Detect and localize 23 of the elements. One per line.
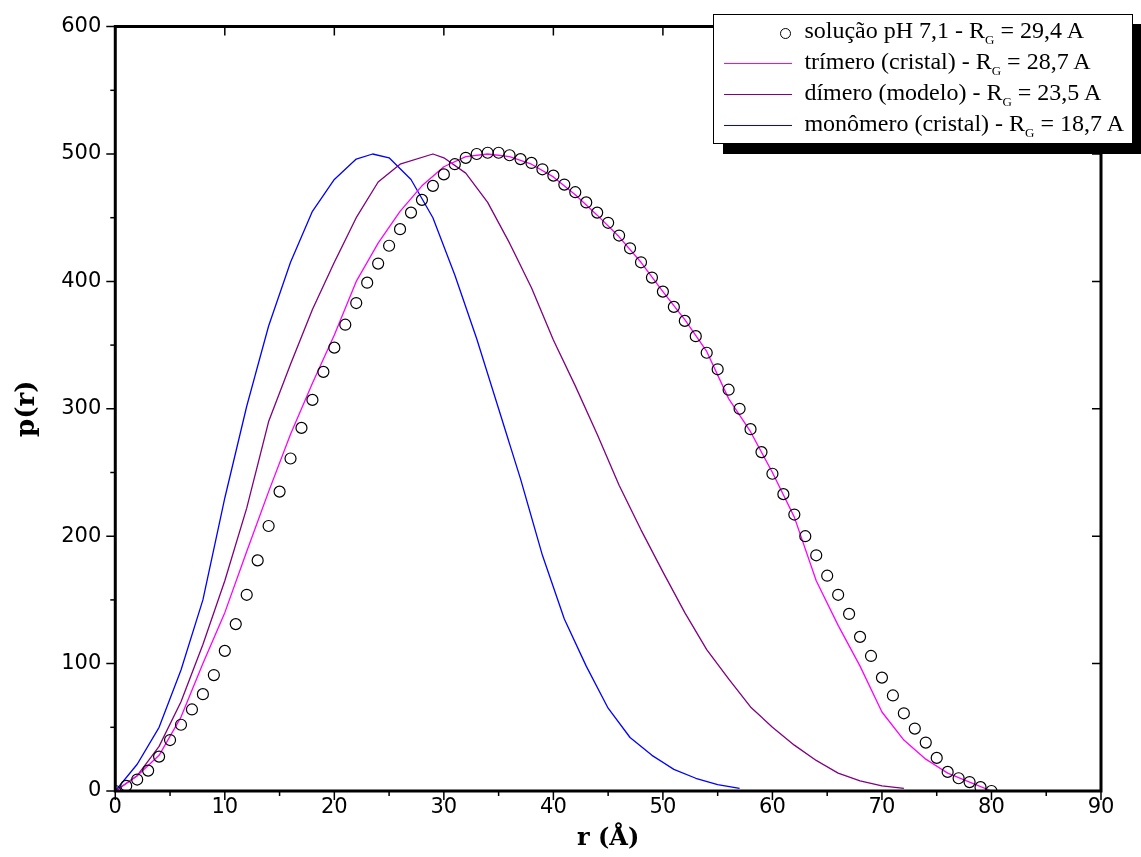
x-tick-label: 20 (320, 794, 348, 819)
legend-label: dímero (modelo) - R$_{G}$ = 23,5 A (804, 79, 1102, 110)
x-tick-label: 70 (868, 794, 896, 819)
x-tick-label: 50 (649, 794, 677, 819)
y-tick-label: 300 (61, 395, 102, 420)
x-axis-title: r (Å) (576, 821, 640, 851)
x-tick-label: 10 (211, 794, 239, 819)
y-axis-title: p(r) (10, 380, 41, 438)
y-tick-label: 0 (87, 777, 102, 802)
x-tick-label: 80 (978, 794, 1005, 819)
y-tick-label: 100 (61, 650, 102, 675)
y-tick-label: 600 (61, 13, 102, 38)
y-tick-label: 200 (61, 522, 102, 547)
x-tick-label: 40 (540, 794, 567, 819)
y-tick-label: 400 (61, 267, 102, 292)
legend-label: trímero (cristal) - R$_{G}$ = 28,7 A (804, 48, 1091, 79)
y-tick-label: 500 (61, 140, 102, 165)
x-tick-label: 0 (108, 794, 122, 819)
x-tick-label: 30 (430, 794, 458, 819)
x-tick-label: 60 (759, 794, 786, 819)
legend-label: solução pH 7,1 - R$_{G}$ = 29,4 A (804, 17, 1085, 48)
legend-label: monômero (cristal) - R$_{G}$ = 18,7 A (804, 110, 1124, 141)
x-tick-label: 90 (1087, 794, 1115, 819)
